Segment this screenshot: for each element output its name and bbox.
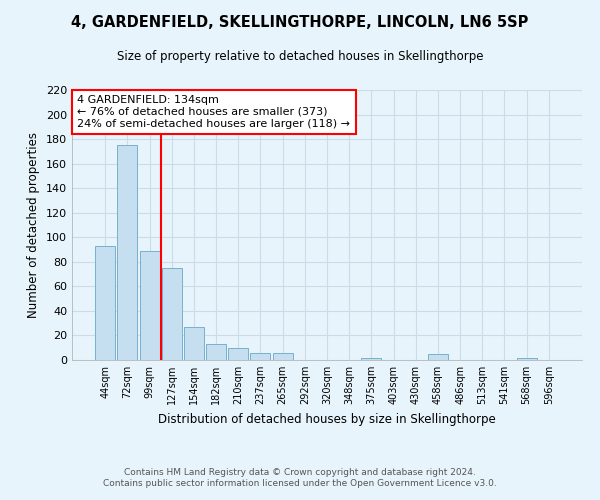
Bar [184,327,204,360]
Text: 4, GARDENFIELD, SKELLINGTHORPE, LINCOLN, LN6 5SP: 4, GARDENFIELD, SKELLINGTHORPE, LINCOLN,… [71,15,529,30]
Y-axis label: Number of detached properties: Number of detached properties [28,132,40,318]
Bar [250,352,271,360]
Bar [228,348,248,360]
Bar [140,251,160,360]
Bar [118,145,137,360]
Bar [517,358,536,360]
Bar [428,354,448,360]
X-axis label: Distribution of detached houses by size in Skellingthorpe: Distribution of detached houses by size … [158,412,496,426]
Bar [95,246,115,360]
Bar [361,358,382,360]
Bar [272,352,293,360]
Bar [206,344,226,360]
Text: 4 GARDENFIELD: 134sqm
← 76% of detached houses are smaller (373)
24% of semi-det: 4 GARDENFIELD: 134sqm ← 76% of detached … [77,96,350,128]
Text: Contains HM Land Registry data © Crown copyright and database right 2024.
Contai: Contains HM Land Registry data © Crown c… [103,468,497,487]
Text: Size of property relative to detached houses in Skellingthorpe: Size of property relative to detached ho… [117,50,483,63]
Bar [162,268,182,360]
